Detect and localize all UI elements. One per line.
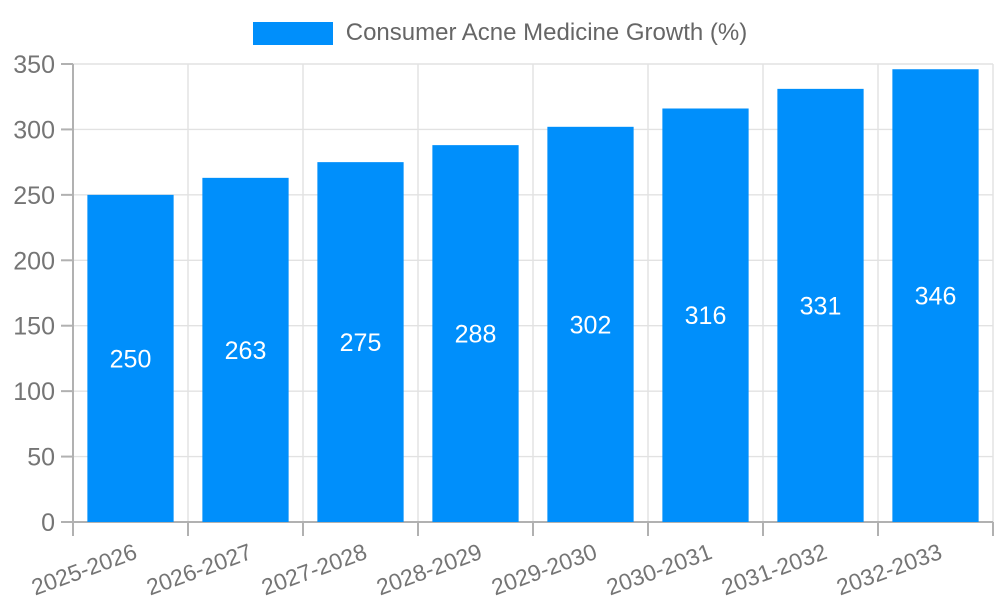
bar <box>662 108 749 523</box>
y-axis-label: 350 <box>13 51 55 79</box>
bar <box>432 145 519 523</box>
bar <box>317 162 404 522</box>
x-axis-label: 2025-2026 <box>28 538 140 600</box>
bar-value-label: 288 <box>455 321 497 349</box>
x-axis-label: 2032-2033 <box>833 538 945 600</box>
bar <box>87 194 174 522</box>
bar-value-label: 275 <box>340 329 382 357</box>
bar <box>547 126 634 522</box>
y-axis-label: 0 <box>41 509 55 537</box>
x-axis-label: 2028-2029 <box>373 538 485 600</box>
x-axis-label: 2027-2028 <box>258 538 370 600</box>
y-axis-label: 250 <box>13 182 55 210</box>
legend-item[interactable]: Consumer Acne Medicine Growth (%) <box>0 0 1000 47</box>
bar-value-label: 331 <box>800 292 842 320</box>
y-axis-label: 150 <box>13 313 55 341</box>
legend-swatch-icon[interactable] <box>252 21 333 45</box>
y-axis-label: 100 <box>13 378 55 406</box>
x-axis-label: 2030-2031 <box>603 538 715 600</box>
y-axis-label: 300 <box>13 116 55 144</box>
y-axis-label: 200 <box>13 247 55 275</box>
bar <box>202 177 289 523</box>
x-axis-label: 2031-2032 <box>718 538 830 600</box>
bar-value-label: 263 <box>225 337 267 365</box>
x-axis-label: 2029-2030 <box>488 538 600 600</box>
legend-label: Consumer Acne Medicine Growth (%) <box>345 19 748 46</box>
bar-value-label: 316 <box>685 302 727 330</box>
bar <box>892 69 979 522</box>
bar-value-label: 346 <box>915 283 957 311</box>
y-axis-label: 50 <box>27 444 55 472</box>
bar <box>777 88 864 522</box>
x-axis-label: 2026-2027 <box>143 538 255 600</box>
bar-value-label: 250 <box>110 345 152 373</box>
bar-value-label: 302 <box>570 311 612 339</box>
